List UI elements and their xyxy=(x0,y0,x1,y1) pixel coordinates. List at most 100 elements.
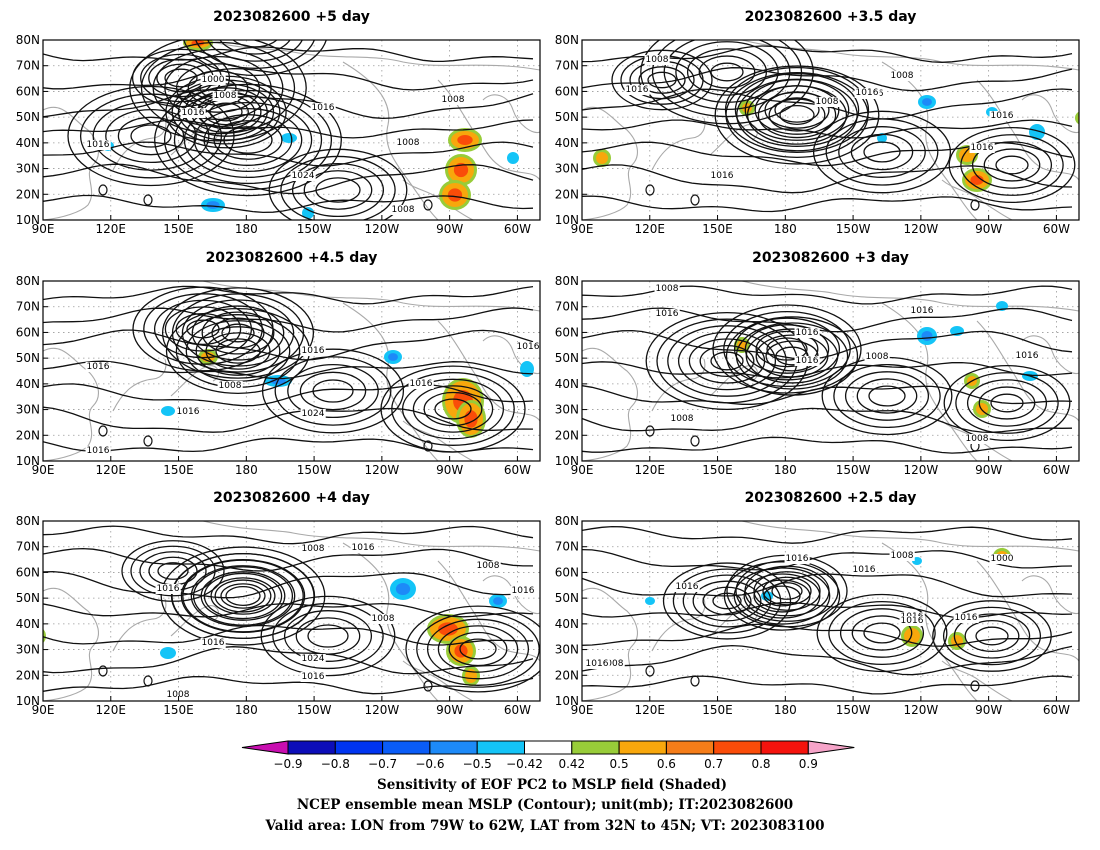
isobar-label-background xyxy=(814,97,840,107)
isobar-value-label: 1008 xyxy=(966,434,989,444)
coastline xyxy=(651,117,706,171)
isobar-contour xyxy=(582,195,1073,213)
isobar-contour xyxy=(43,285,534,305)
lon-tick-label: 180 xyxy=(235,703,258,717)
isobar-contour xyxy=(582,675,1073,695)
map-frame xyxy=(42,280,541,462)
isobar-ring xyxy=(692,580,762,622)
isobar-ring xyxy=(838,126,926,178)
map-panel: 10081008101610161008101610161016101680N7… xyxy=(555,9,1080,236)
isobar-ring xyxy=(287,363,379,419)
isobar-value-label: 1008 xyxy=(219,381,242,391)
isobar-ring xyxy=(261,348,405,434)
map-field: 1008 1016 1016 1016 1008 1016 1008 1016 1008 xyxy=(582,281,1079,461)
isobar-ring xyxy=(171,79,281,145)
isobar-ring xyxy=(130,545,216,597)
isobar-ring xyxy=(280,155,396,220)
isobar-ring xyxy=(412,385,494,433)
isobar-contour xyxy=(43,646,534,675)
isobar-ring xyxy=(825,118,939,186)
colorbar-tick-label: −0.8 xyxy=(321,757,350,771)
lat-tick-label: 20N xyxy=(16,428,40,442)
isobar-contour xyxy=(43,360,534,380)
isobar-ring xyxy=(995,155,1029,175)
isobar-ring xyxy=(175,312,231,346)
sensitivity-negative xyxy=(160,647,176,659)
isobar-ring xyxy=(437,625,519,673)
isobar-ring xyxy=(723,310,851,388)
isobar-ring xyxy=(640,40,814,125)
sensitivity-positive-core xyxy=(457,135,473,145)
isobar-ring xyxy=(98,665,108,677)
isobar-contour xyxy=(43,570,534,599)
isobar-ring xyxy=(943,364,1071,442)
isobar-label-background xyxy=(475,561,501,571)
lon-tick-label: 150E xyxy=(163,222,194,236)
isobar-label-background xyxy=(175,407,201,417)
coastline xyxy=(582,106,638,220)
isobar-ring xyxy=(779,105,815,126)
isobar-ring xyxy=(201,311,275,355)
isobar-value-label: 1008 xyxy=(656,284,679,294)
isobar-ring xyxy=(160,546,326,646)
isobar-ring xyxy=(686,48,768,96)
lon-tick-label: 60W xyxy=(504,222,531,236)
lon-tick-label: 120E xyxy=(635,222,666,236)
isobar-contour xyxy=(43,406,534,433)
coastline xyxy=(976,560,1079,662)
colorbar-tick-label: 0.5 xyxy=(610,757,629,771)
coastline xyxy=(741,281,1079,312)
map-frame xyxy=(42,520,541,702)
isobar-label-background xyxy=(654,309,680,319)
isobar-ring xyxy=(932,600,1052,672)
map-field: 1008 1016 1016 1016 1024 1016 1008 1008 1016 1008 xyxy=(43,521,540,701)
sensitivity-negative-core xyxy=(921,331,933,341)
isobar-ring xyxy=(699,344,755,378)
lon-tick-label: 150E xyxy=(702,703,733,717)
isobar-ring xyxy=(723,561,841,631)
coastline xyxy=(342,61,439,220)
isobar-ring xyxy=(143,293,263,365)
lon-tick-label: 90E xyxy=(32,463,55,477)
sensitivity-negative-core xyxy=(922,98,932,106)
isobar-contour xyxy=(582,525,1073,544)
caption-line-1: Sensitivity of EOF PC2 to MSLP field (Sh… xyxy=(377,777,727,793)
colorbar-high-arrow xyxy=(807,740,855,755)
colorbar-segment xyxy=(524,740,573,755)
sensitivity-negative xyxy=(281,133,297,143)
isobar-ring xyxy=(942,606,1042,666)
isobar-value-label: 1016 xyxy=(856,88,879,98)
isobar-ring xyxy=(647,71,677,89)
lon-tick-label: 90W xyxy=(436,463,463,477)
isobar-ring xyxy=(863,622,901,644)
isobar-value-label: 1016 xyxy=(971,143,994,153)
isobar-ring xyxy=(405,605,540,693)
isobar-value-label: 1016 xyxy=(87,446,110,456)
panel-title: 2023082600 +4 day xyxy=(213,490,370,506)
sensitivity-positive xyxy=(596,152,608,164)
isobar-label-background xyxy=(85,362,111,372)
isobar-ring xyxy=(702,586,752,616)
lat-tick-label: 60N xyxy=(16,325,40,339)
isobar-label-background xyxy=(654,284,680,294)
lat-tick-label: 80N xyxy=(555,514,579,528)
coastline xyxy=(881,61,978,220)
isobar-ring xyxy=(688,338,766,384)
isobar-value-label: 1016 xyxy=(177,407,200,417)
lon-tick-label: 120E xyxy=(635,463,666,477)
coastline xyxy=(112,117,167,171)
isobar-value-label: 1008 xyxy=(442,95,465,105)
isobar-label-background xyxy=(370,614,396,624)
isobar-label-background xyxy=(599,659,625,669)
lat-tick-label: 80N xyxy=(16,33,40,47)
isobar-ring xyxy=(165,75,287,149)
isobar-value-label: 1008 xyxy=(372,614,395,624)
map-field: 100810081016101610081016101610161016 xyxy=(582,40,1079,220)
lat-tick-label: 80N xyxy=(16,514,40,528)
colorbar-tick-label: −0.6 xyxy=(415,757,444,771)
isobar-ring xyxy=(690,194,700,206)
isobar-value-label: 1016 xyxy=(87,140,110,150)
isobar-ring xyxy=(295,617,361,655)
panel-title: 2023082600 +5 day xyxy=(213,9,370,25)
isobar-ring xyxy=(839,608,925,658)
